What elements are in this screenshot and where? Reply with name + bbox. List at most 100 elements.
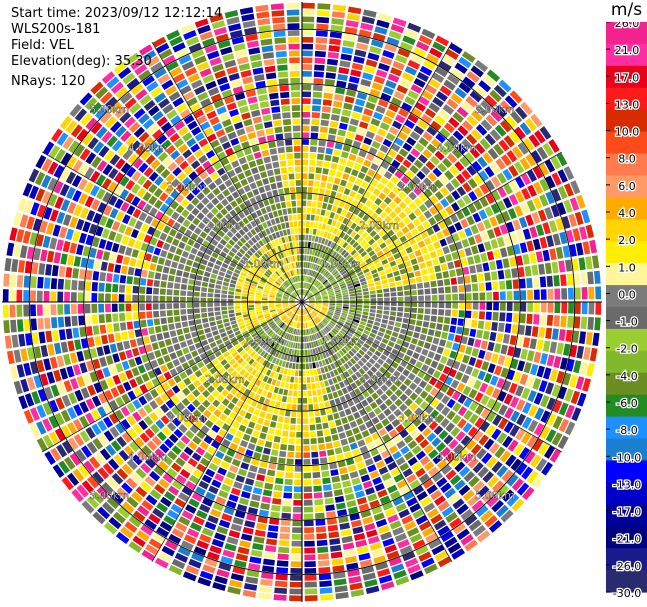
velocity-gate (459, 466, 471, 478)
velocity-gate (388, 191, 397, 200)
velocity-gate (65, 267, 73, 278)
velocity-gate (315, 30, 328, 37)
velocity-gate (283, 307, 290, 310)
velocity-gate (454, 62, 468, 74)
velocity-gate (92, 212, 102, 224)
velocity-gate (350, 405, 358, 413)
velocity-gate (349, 118, 360, 127)
velocity-gate (302, 125, 310, 132)
velocity-gate (292, 520, 302, 527)
velocity-gate (104, 149, 115, 162)
velocity-gate (563, 183, 574, 197)
velocity-gate (433, 519, 447, 531)
velocity-gate (256, 259, 263, 266)
velocity-gate (400, 175, 410, 185)
velocity-gate (247, 366, 254, 374)
velocity-gate (318, 560, 330, 567)
velocity-gate (279, 533, 290, 540)
velocity-gate (138, 69, 152, 82)
velocity-gate (123, 445, 135, 457)
velocity-gate (275, 343, 281, 350)
velocity-gate (349, 304, 356, 308)
velocity-gate (52, 330, 60, 342)
velocity-gate (323, 366, 329, 373)
velocity-gate (280, 267, 285, 274)
velocity-gate (563, 343, 571, 357)
velocity-gate (215, 450, 225, 460)
velocity-gate (234, 255, 241, 261)
velocity-gate (324, 343, 329, 350)
velocity-gate (312, 465, 320, 472)
velocity-gate (330, 190, 337, 198)
velocity-gate (446, 98, 459, 110)
velocity-gate (364, 522, 376, 532)
velocity-gate (438, 255, 446, 264)
velocity-gate (352, 277, 359, 282)
velocity-gate (61, 440, 73, 454)
velocity-gate (399, 328, 407, 335)
velocity-gate (318, 285, 324, 290)
velocity-gate (269, 92, 279, 100)
velocity-gate (232, 517, 244, 526)
velocity-gate (372, 325, 380, 331)
velocity-gate (159, 203, 169, 213)
velocity-gate (64, 291, 70, 302)
velocity-gate (235, 553, 249, 562)
velocity-gate (210, 325, 218, 332)
velocity-gate (235, 196, 243, 205)
velocity-gate (340, 270, 347, 276)
velocity-gate (346, 331, 353, 338)
velocity-gate (329, 267, 335, 273)
velocity-gate (478, 311, 486, 320)
velocity-gate (262, 245, 268, 253)
velocity-gate (252, 116, 262, 124)
velocity-gate (290, 568, 302, 574)
velocity-gate (471, 160, 483, 172)
velocity-gate (336, 303, 343, 306)
velocity-gate (357, 236, 364, 244)
velocity-gate (332, 243, 339, 250)
velocity-gate (184, 229, 193, 238)
velocity-gate (47, 343, 55, 356)
velocity-gate (313, 492, 323, 499)
velocity-gate (275, 429, 282, 436)
velocity-gate (440, 198, 450, 208)
velocity-gate (441, 406, 451, 416)
velocity-gate (341, 312, 348, 317)
velocity-gate (51, 265, 59, 277)
velocity-gate (182, 387, 191, 396)
velocity-gate (336, 425, 344, 433)
velocity-gate (297, 315, 300, 322)
velocity-gate (302, 145, 309, 152)
velocity-gate (359, 559, 373, 568)
velocity-gate (60, 341, 69, 353)
velocity-gate (430, 138, 442, 149)
velocity-gate (197, 91, 209, 102)
velocity-gate (41, 158, 53, 172)
velocity-gate (314, 272, 319, 278)
velocity-gate (321, 174, 328, 182)
velocity-gate (270, 204, 277, 211)
velocity-gate (276, 294, 283, 297)
velocity-gate (500, 154, 512, 167)
velocity-gate (409, 503, 421, 513)
velocity-gate (202, 160, 212, 170)
velocity-gate (513, 243, 521, 255)
velocity-gate (313, 326, 318, 333)
velocity-gate (355, 342, 363, 349)
velocity-gate (308, 180, 314, 187)
velocity-gate (363, 243, 370, 250)
velocity-gate (66, 366, 75, 378)
velocity-gate (430, 120, 442, 131)
velocity-gate (277, 415, 284, 423)
velocity-gate (52, 224, 61, 237)
velocity-gate (518, 447, 531, 460)
velocity-gate (314, 50, 326, 58)
velocity-gate (302, 186, 307, 193)
velocity-gate (314, 333, 319, 340)
velocity-gate (291, 305, 297, 310)
velocity-gate (423, 314, 431, 321)
velocity-gate (127, 266, 135, 276)
velocity-gate (304, 308, 307, 315)
velocity-gate (336, 254, 343, 261)
